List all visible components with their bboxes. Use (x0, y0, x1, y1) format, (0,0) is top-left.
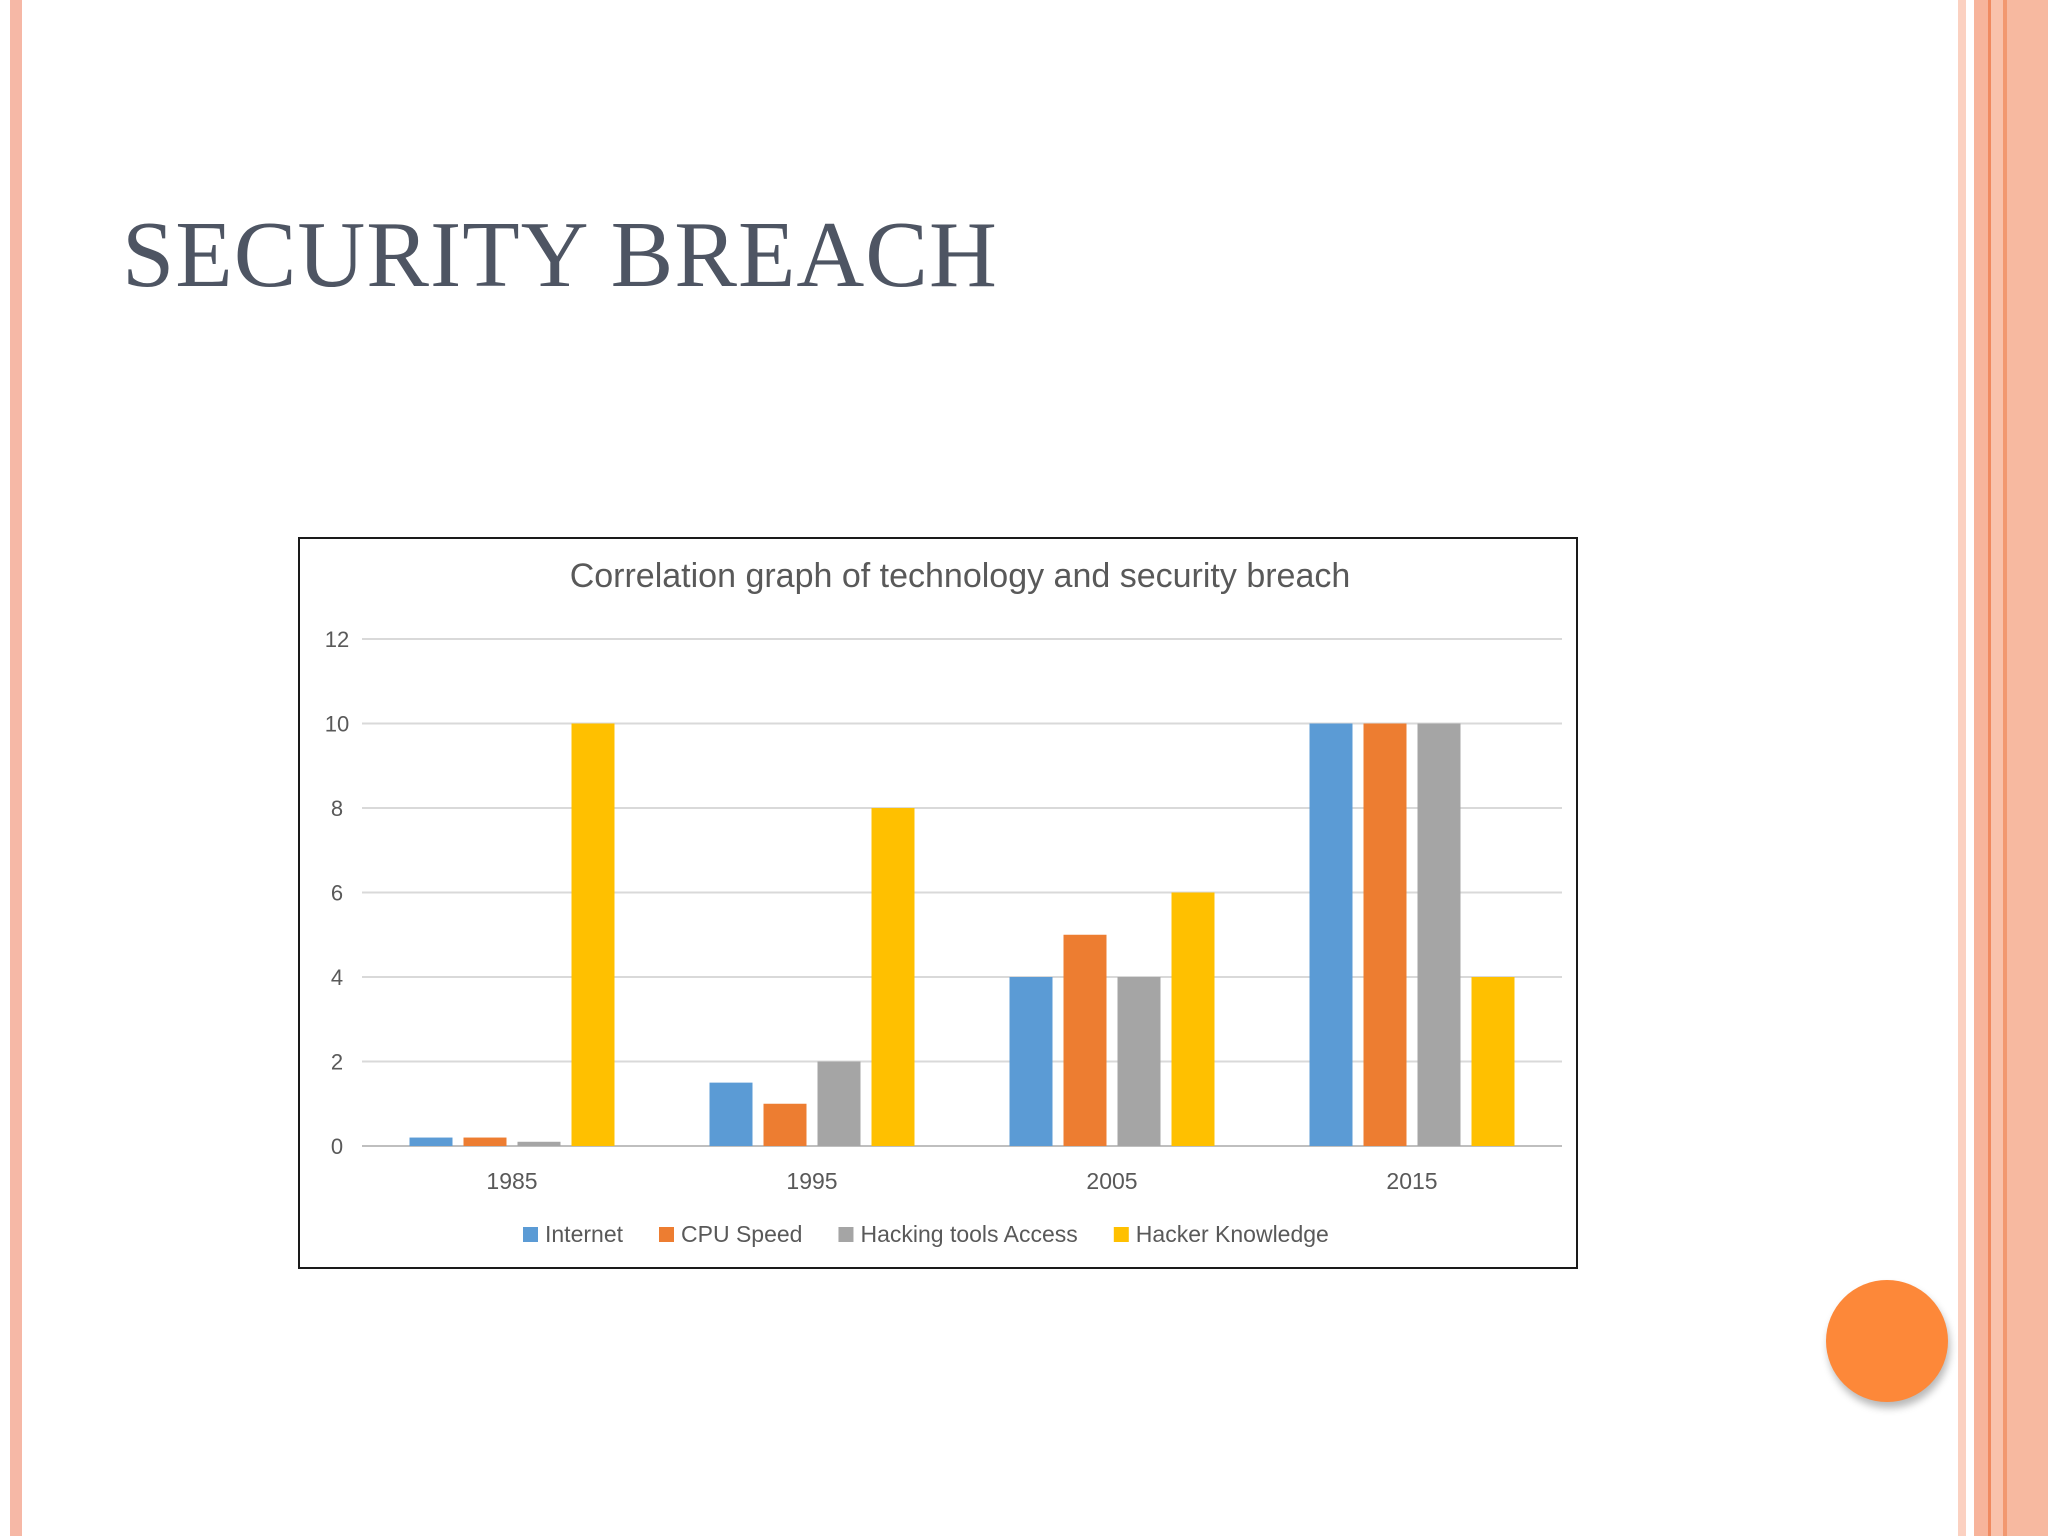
bar (817, 1061, 861, 1146)
bar (1363, 723, 1407, 1146)
accent-circle (1826, 1280, 1948, 1402)
bar (709, 1082, 753, 1146)
y-tick-label: 4 (331, 965, 343, 990)
bar (1171, 892, 1215, 1146)
legend-swatch (838, 1227, 854, 1242)
legend-label: Hacking tools Access (860, 1221, 1077, 1247)
legend-label: Internet (545, 1221, 624, 1247)
x-tick-label: 2005 (1086, 1168, 1137, 1194)
bar (871, 808, 915, 1146)
legend-label: Hacker Knowledge (1136, 1221, 1329, 1247)
legend-swatch (1113, 1227, 1129, 1242)
bar (1009, 977, 1053, 1146)
y-tick-label: 10 (325, 712, 349, 737)
bar (1309, 723, 1353, 1146)
y-tick-label: 12 (325, 627, 349, 652)
bar (763, 1103, 807, 1146)
right-decor-stripe (1988, 0, 1991, 1536)
right-decor-stripe (1991, 0, 2003, 1536)
bar (1417, 723, 1461, 1146)
left-accent-bar (10, 0, 22, 1536)
legend-swatch (659, 1227, 674, 1242)
y-tick-label: 6 (331, 881, 343, 906)
right-decor-stripe (1974, 0, 1988, 1536)
bar (1063, 934, 1107, 1146)
x-tick-label: 2015 (1386, 1168, 1437, 1194)
legend-swatch (523, 1227, 538, 1242)
bar (1117, 977, 1161, 1146)
x-tick-label: 1985 (486, 1168, 537, 1194)
bar (409, 1137, 453, 1146)
x-tick-label: 1995 (786, 1168, 837, 1194)
y-tick-label: 2 (331, 1050, 343, 1075)
legend-label: CPU Speed (681, 1221, 802, 1247)
y-tick-label: 8 (331, 796, 343, 821)
bar (1471, 977, 1515, 1146)
right-decor-stripe (1958, 0, 1966, 1536)
bar (463, 1137, 507, 1146)
bar (571, 723, 615, 1146)
right-decor-stripe (1966, 0, 1974, 1536)
right-decor-stripe (2003, 0, 2007, 1536)
bar (517, 1141, 561, 1146)
y-tick-label: 0 (331, 1134, 343, 1159)
bar-chart: Correlation graph of technology and secu… (325, 557, 1562, 1247)
chart-title: Correlation graph of technology and secu… (570, 557, 1351, 595)
slide-title: SECURITY BREACH (122, 203, 998, 307)
right-decor-stripe (2007, 0, 2048, 1536)
chart-frame: Correlation graph of technology and secu… (298, 537, 1578, 1269)
